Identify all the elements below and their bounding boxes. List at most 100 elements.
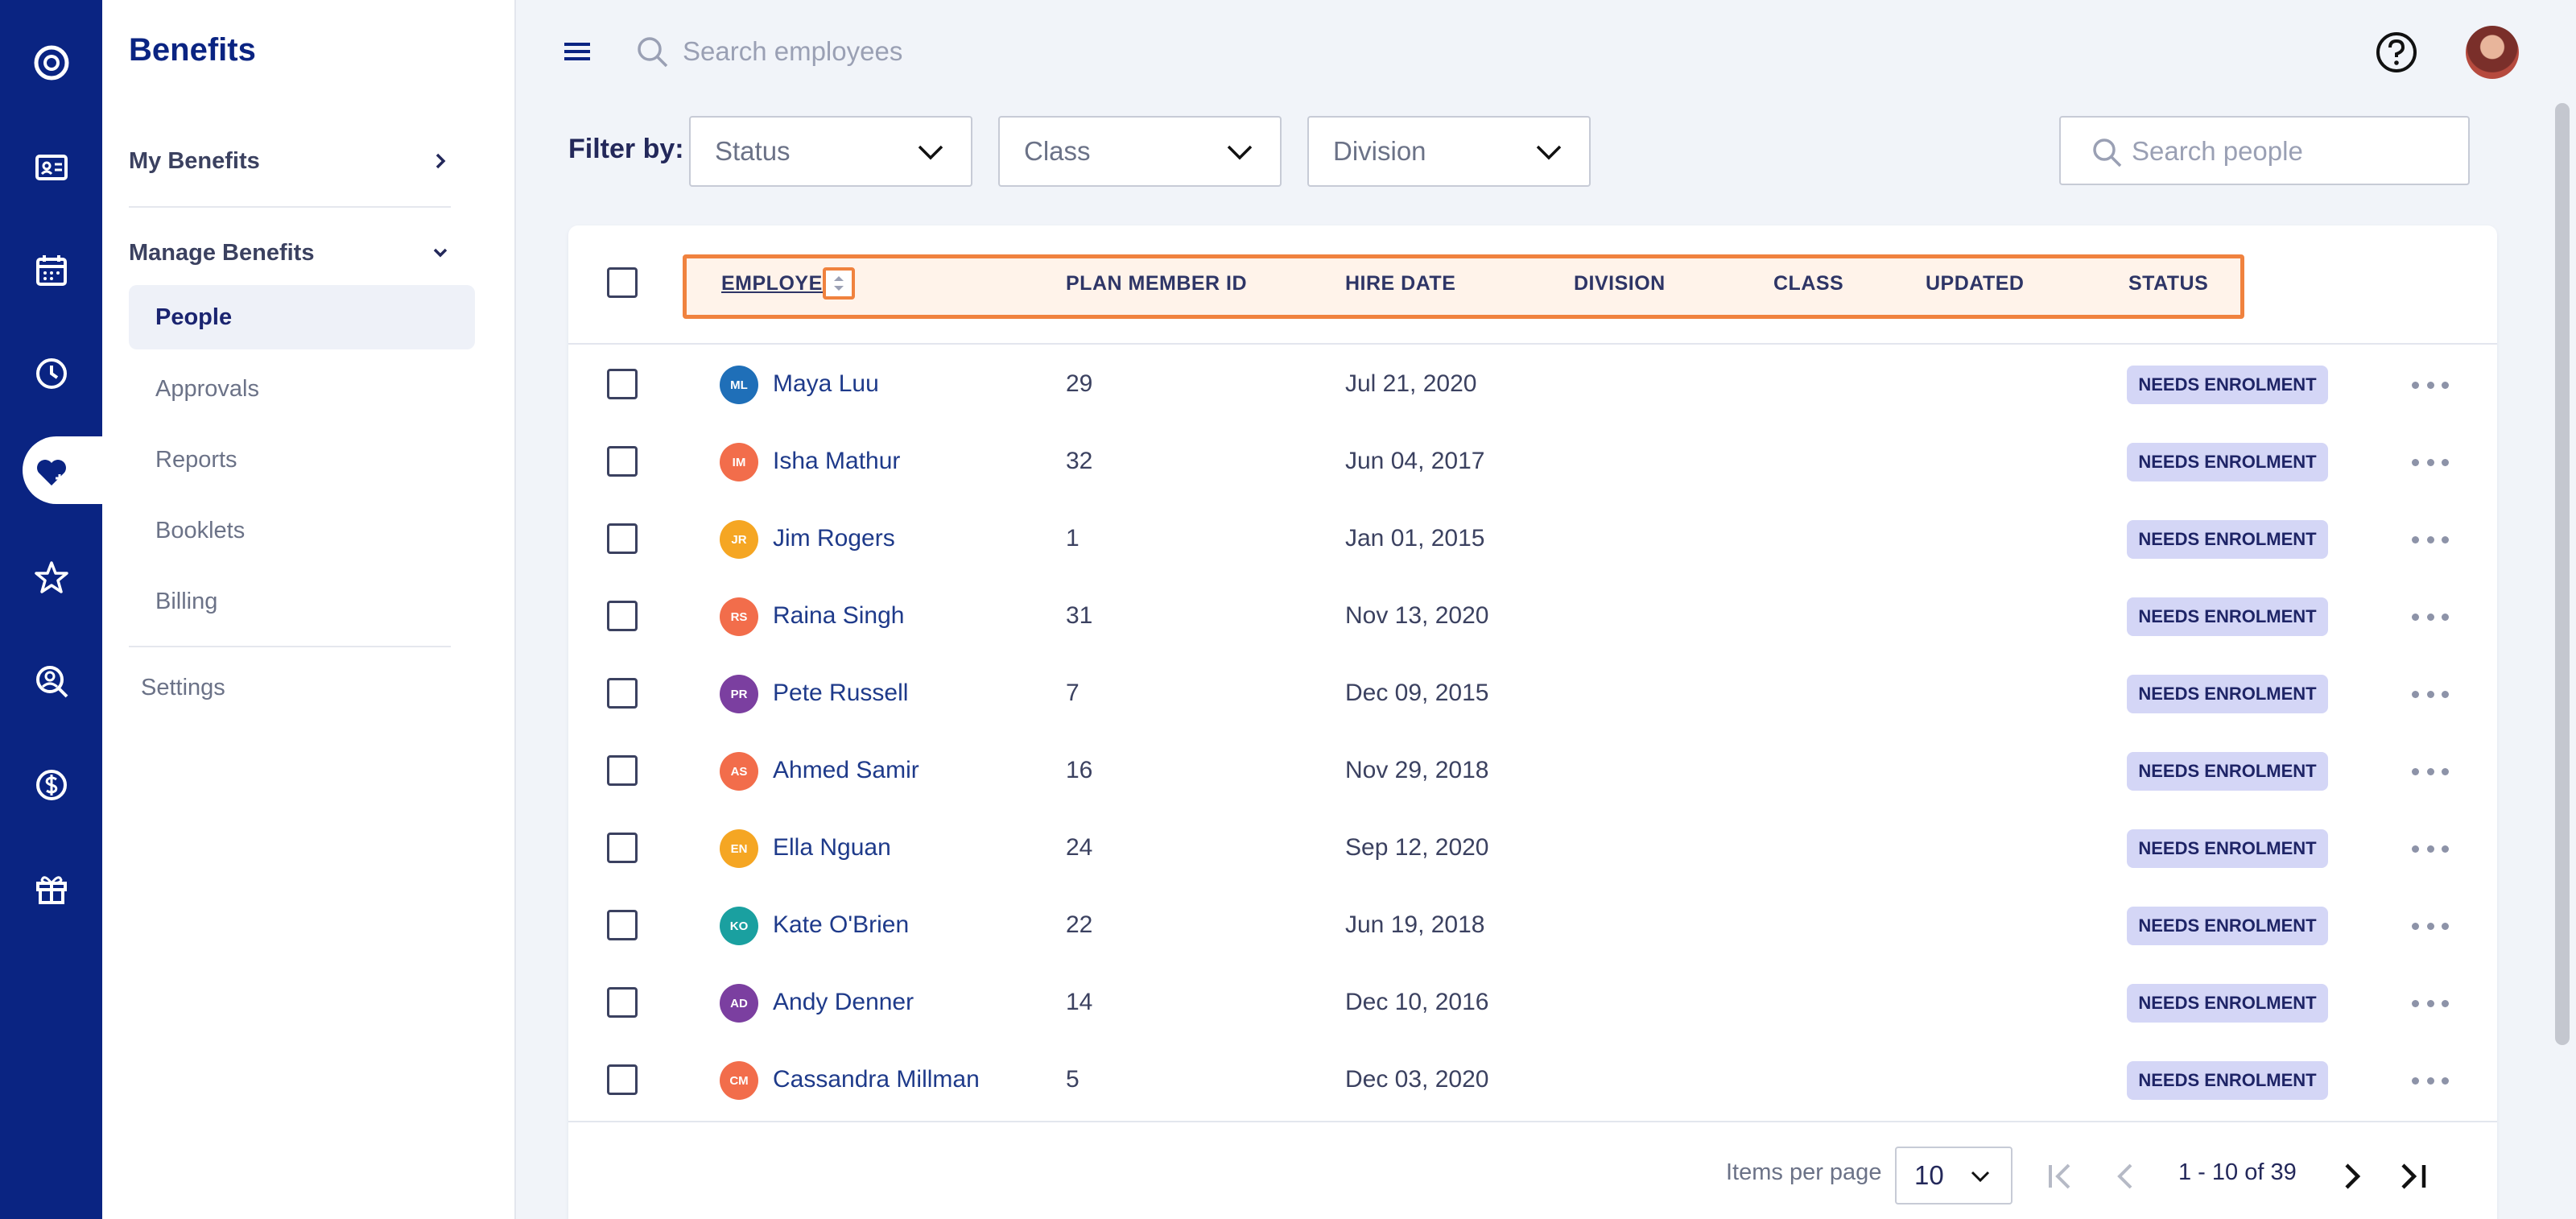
row-checkbox[interactable] [607,678,638,709]
employee-name-link[interactable]: Andy Denner [773,989,914,1015]
row-checkbox[interactable] [607,601,638,631]
more-options-icon[interactable] [2412,915,2449,937]
sidebar-item-booklets[interactable]: Booklets [129,498,475,563]
status-badge: NEEDS ENROLMENT [2127,675,2328,713]
more-options-icon[interactable] [2412,992,2449,1014]
column-header-status[interactable]: STATUS [2128,272,2209,295]
status-filter-select[interactable]: Status [689,116,972,187]
hire-date: Jul 21, 2020 [1345,370,1477,397]
employee-avatar: EN [720,829,758,868]
employee-name-link[interactable]: Pete Russell [773,680,909,706]
employee-name-link[interactable]: Isha Mathur [773,448,901,474]
sidebar-my-benefits[interactable]: My Benefits [129,137,451,185]
heart-icon[interactable] [27,447,76,497]
items-per-page-select[interactable]: 10 [1895,1147,2013,1205]
clock-icon[interactable] [27,349,76,399]
employee-name-link[interactable]: Cassandra Millman [773,1066,980,1093]
sort-button[interactable] [823,267,855,300]
more-options-icon[interactable] [2412,683,2449,705]
sidebar-item-billing[interactable]: Billing [129,569,475,634]
row-checkbox[interactable] [607,755,638,786]
more-options-icon[interactable] [2412,374,2449,396]
table-row[interactable]: JR Jim Rogers 1 Jan 01, 2015 NEEDS ENROLMENT [568,501,2497,578]
sidebar-item-label: Reports [155,446,237,473]
column-header-hire-date[interactable]: HIRE DATE [1345,272,1456,295]
employee-name-link[interactable]: Ahmed Samir [773,757,919,783]
employee-name-link[interactable]: Jim Rogers [773,525,895,552]
table-row[interactable]: AD Andy Denner 14 Dec 10, 2016 NEEDS ENROLME… [568,965,2497,1042]
more-options-icon[interactable] [2412,528,2449,551]
star-icon[interactable] [27,552,76,602]
table-row[interactable]: AS Ahmed Samir 16 Nov 29, 2018 NEEDS ENROLME… [568,733,2497,810]
page-scrollbar[interactable] [2555,103,2570,1045]
table-row[interactable]: RS Raina Singh 31 Nov 13, 2020 NEEDS ENROLME… [568,578,2497,655]
last-page-icon[interactable] [2396,1158,2433,1195]
status-badge: NEEDS ENROLMENT [2127,520,2328,559]
gift-icon[interactable] [27,864,76,914]
people-search-input[interactable] [2132,132,2454,171]
first-page-icon[interactable] [2041,1158,2079,1195]
row-checkbox[interactable] [607,446,638,477]
sidebar-item-people[interactable]: People [129,285,475,349]
more-options-icon[interactable] [2412,760,2449,783]
sidebar-item-reports[interactable]: Reports [129,428,475,492]
employee-search-input[interactable] [683,32,1246,71]
column-header-employee[interactable]: EMPLOYEE [721,272,836,295]
plan-member-id: 22 [1066,911,1093,938]
filter-label: Filter by: [568,134,684,164]
employee-name-link[interactable]: Maya Luu [773,370,879,397]
more-options-icon[interactable] [2412,1069,2449,1092]
row-checkbox[interactable] [607,1064,638,1095]
next-page-icon[interactable] [2333,1158,2370,1195]
calendar-icon[interactable] [27,246,76,295]
menu-icon[interactable] [563,37,592,66]
row-checkbox[interactable] [607,523,638,554]
division-filter-select[interactable]: Division [1307,116,1591,187]
row-checkbox[interactable] [607,987,638,1018]
employee-avatar: JR [720,520,758,559]
column-header-updated[interactable]: UPDATED [1926,272,2025,295]
table-row[interactable]: EN Ella Nguan 24 Sep 12, 2020 NEEDS ENROLMEN… [568,810,2497,887]
more-options-icon[interactable] [2412,451,2449,473]
sidebar-item-label: Approvals [155,375,259,402]
employee-name-link[interactable]: Kate O'Brien [773,911,910,938]
logo-icon[interactable] [27,38,76,88]
chevron-down-icon [918,145,943,160]
plan-member-id: 31 [1066,602,1093,629]
items-per-page-label: Items per page [1726,1159,1882,1185]
class-filter-select[interactable]: Class [998,116,1282,187]
status-badge: NEEDS ENROLMENT [2127,443,2328,481]
sidebar-item-approvals[interactable]: Approvals [129,357,475,421]
column-header-plan-member-id[interactable]: PLAN MEMBER ID [1066,272,1248,295]
table-row[interactable]: ML Maya Luu 29 Jul 21, 2020 NEEDS ENROLMENT [568,346,2497,424]
more-options-icon[interactable] [2412,837,2449,860]
employee-name-link[interactable]: Raina Singh [773,602,905,629]
chevron-down-icon [433,248,448,258]
plan-member-id: 16 [1066,757,1093,783]
table-row[interactable]: KO Kate O'Brien 22 Jun 19, 2018 NEEDS ENROLM… [568,887,2497,965]
user-avatar[interactable] [2466,26,2519,79]
employee-avatar: PR [720,675,758,713]
row-checkbox[interactable] [607,833,638,863]
dollar-icon[interactable] [27,760,76,810]
people-search-box[interactable] [2059,116,2470,185]
more-options-icon[interactable] [2412,605,2449,628]
help-icon[interactable] [2375,31,2418,74]
people-table: EMPLOYEE PLAN MEMBER ID HIRE DATE DIVISI… [568,225,2497,1219]
sidebar-item-settings[interactable]: Settings [141,675,225,700]
sort-icon [834,276,844,291]
previous-page-icon[interactable] [2107,1158,2145,1195]
status-badge: NEEDS ENROLMENT [2127,1061,2328,1100]
select-all-checkbox[interactable] [607,267,638,298]
table-row[interactable]: IM Isha Mathur 32 Jun 04, 2017 NEEDS ENROLME… [568,424,2497,501]
row-checkbox[interactable] [607,910,638,940]
table-row[interactable]: CM Cassandra Millman 5 Dec 03, 2020 NEEDS EN… [568,1042,2497,1119]
person-search-icon[interactable] [27,656,76,706]
column-header-division[interactable]: DIVISION [1574,272,1666,295]
row-checkbox[interactable] [607,369,638,399]
sidebar-manage-benefits[interactable]: Manage Benefits [129,229,451,277]
table-row[interactable]: PR Pete Russell 7 Dec 09, 2015 NEEDS ENROLME… [568,655,2497,733]
column-header-class[interactable]: CLASS [1773,272,1844,295]
employee-name-link[interactable]: Ella Nguan [773,834,891,861]
id-card-icon[interactable] [27,143,76,192]
